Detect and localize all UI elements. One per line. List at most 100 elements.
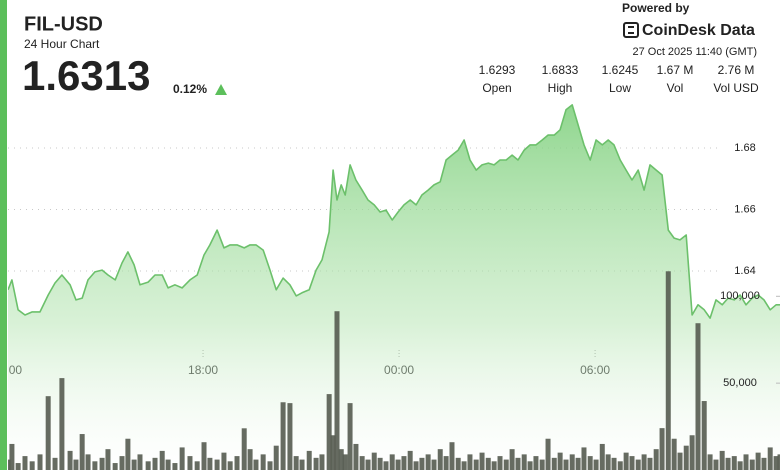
volume-bar [503,459,509,470]
volume-bar [617,461,623,470]
volume-bar [777,454,780,470]
volume-bar [85,454,91,470]
volume-bar [473,459,479,470]
volume-bar [260,454,266,470]
volume-bar [425,454,431,470]
volume-bar [605,454,611,470]
volume-bar [677,452,683,470]
volume-bar [73,459,79,470]
volume-bar [659,428,665,470]
volume-bar [326,394,332,470]
volume-bar [365,459,371,470]
volume-bar [267,461,273,470]
volume-bar [334,311,340,470]
volume-bar [353,443,359,470]
volume-bar [767,447,773,470]
volume-bar [9,443,15,470]
volume-bar [545,438,551,470]
volume-bar [165,459,171,470]
volume-bar [557,452,563,470]
volume-bar [395,459,401,470]
powered-by: Powered by [622,1,690,15]
volume-bar [653,449,659,470]
volume-bar [665,271,671,470]
volume-bar [22,456,28,470]
volume-bar [731,456,737,470]
volume-bar [611,457,617,470]
volume-bar [773,456,779,470]
volume-bar [455,457,461,470]
plot-area: 12:0018:0000:0006:00 [8,104,780,470]
volume-bar [449,442,455,470]
volume-bar [389,454,395,470]
volume-bar [319,454,325,470]
volume-bar [623,452,629,470]
volume-bar [172,463,178,470]
volume-bar [338,449,344,470]
volume-bar [187,456,193,470]
volume-bar [99,457,105,470]
volume-bar [15,463,21,470]
volume-bar [755,452,761,470]
volume-bar [29,461,35,470]
volume-bar [383,461,389,470]
y-tick-label: 1.66 [734,203,755,215]
volume-bar [743,454,749,470]
volume-bar [313,457,319,470]
volume-bar [207,457,213,470]
volume-bar [443,456,449,470]
volume-bar [159,450,165,470]
volume-bar [527,461,533,470]
stat-label: High [548,81,573,95]
volume-bar [683,445,689,470]
volume-bar [306,450,312,470]
volume-bar [419,457,425,470]
volume-bar [293,456,299,470]
volume-bar [273,445,279,470]
volume-bar [179,447,185,470]
volume-bar [221,452,227,470]
volume-bar [330,435,336,470]
volume-bar [599,443,605,470]
volume-bar [347,403,353,470]
volume-bar [737,461,743,470]
price-change: 0.12% [173,82,207,96]
volume-bar [695,323,701,470]
title: FIL-USD [24,13,103,35]
volume-bar [145,461,151,470]
volume-bar [551,457,557,470]
stat-value: 1.6245 [602,63,639,77]
stat-value: 1.6293 [479,63,516,77]
volume-bar [201,442,207,470]
price-line [8,104,780,319]
brand-logo [623,22,639,38]
volume-bar [485,457,491,470]
volume-bar [581,447,587,470]
volume-bar [593,459,599,470]
volume-bar [280,402,286,470]
volume-bar [105,449,111,470]
volume-bar [587,456,593,470]
volume-bar [92,461,98,470]
volume-bar [342,454,348,470]
volume-bar [37,454,43,470]
y-tick-label: 1.64 [734,265,755,277]
volume-bar [719,450,725,470]
volume-bar [359,456,365,470]
volume-bar [467,454,473,470]
volume-bar [227,461,233,470]
volume-bar [497,456,503,470]
volume-bar [401,456,407,470]
volume-bar [407,450,413,470]
stat-value: 2.76 M [718,63,755,77]
volume-bar [131,459,137,470]
volume-bar [707,454,713,470]
volume-bar [214,459,220,470]
volume-bar [79,434,85,470]
stat-value: 1.67 M [657,63,694,77]
up-arrow [215,84,227,95]
volume-bar [119,456,125,470]
volume-bar [629,456,635,470]
